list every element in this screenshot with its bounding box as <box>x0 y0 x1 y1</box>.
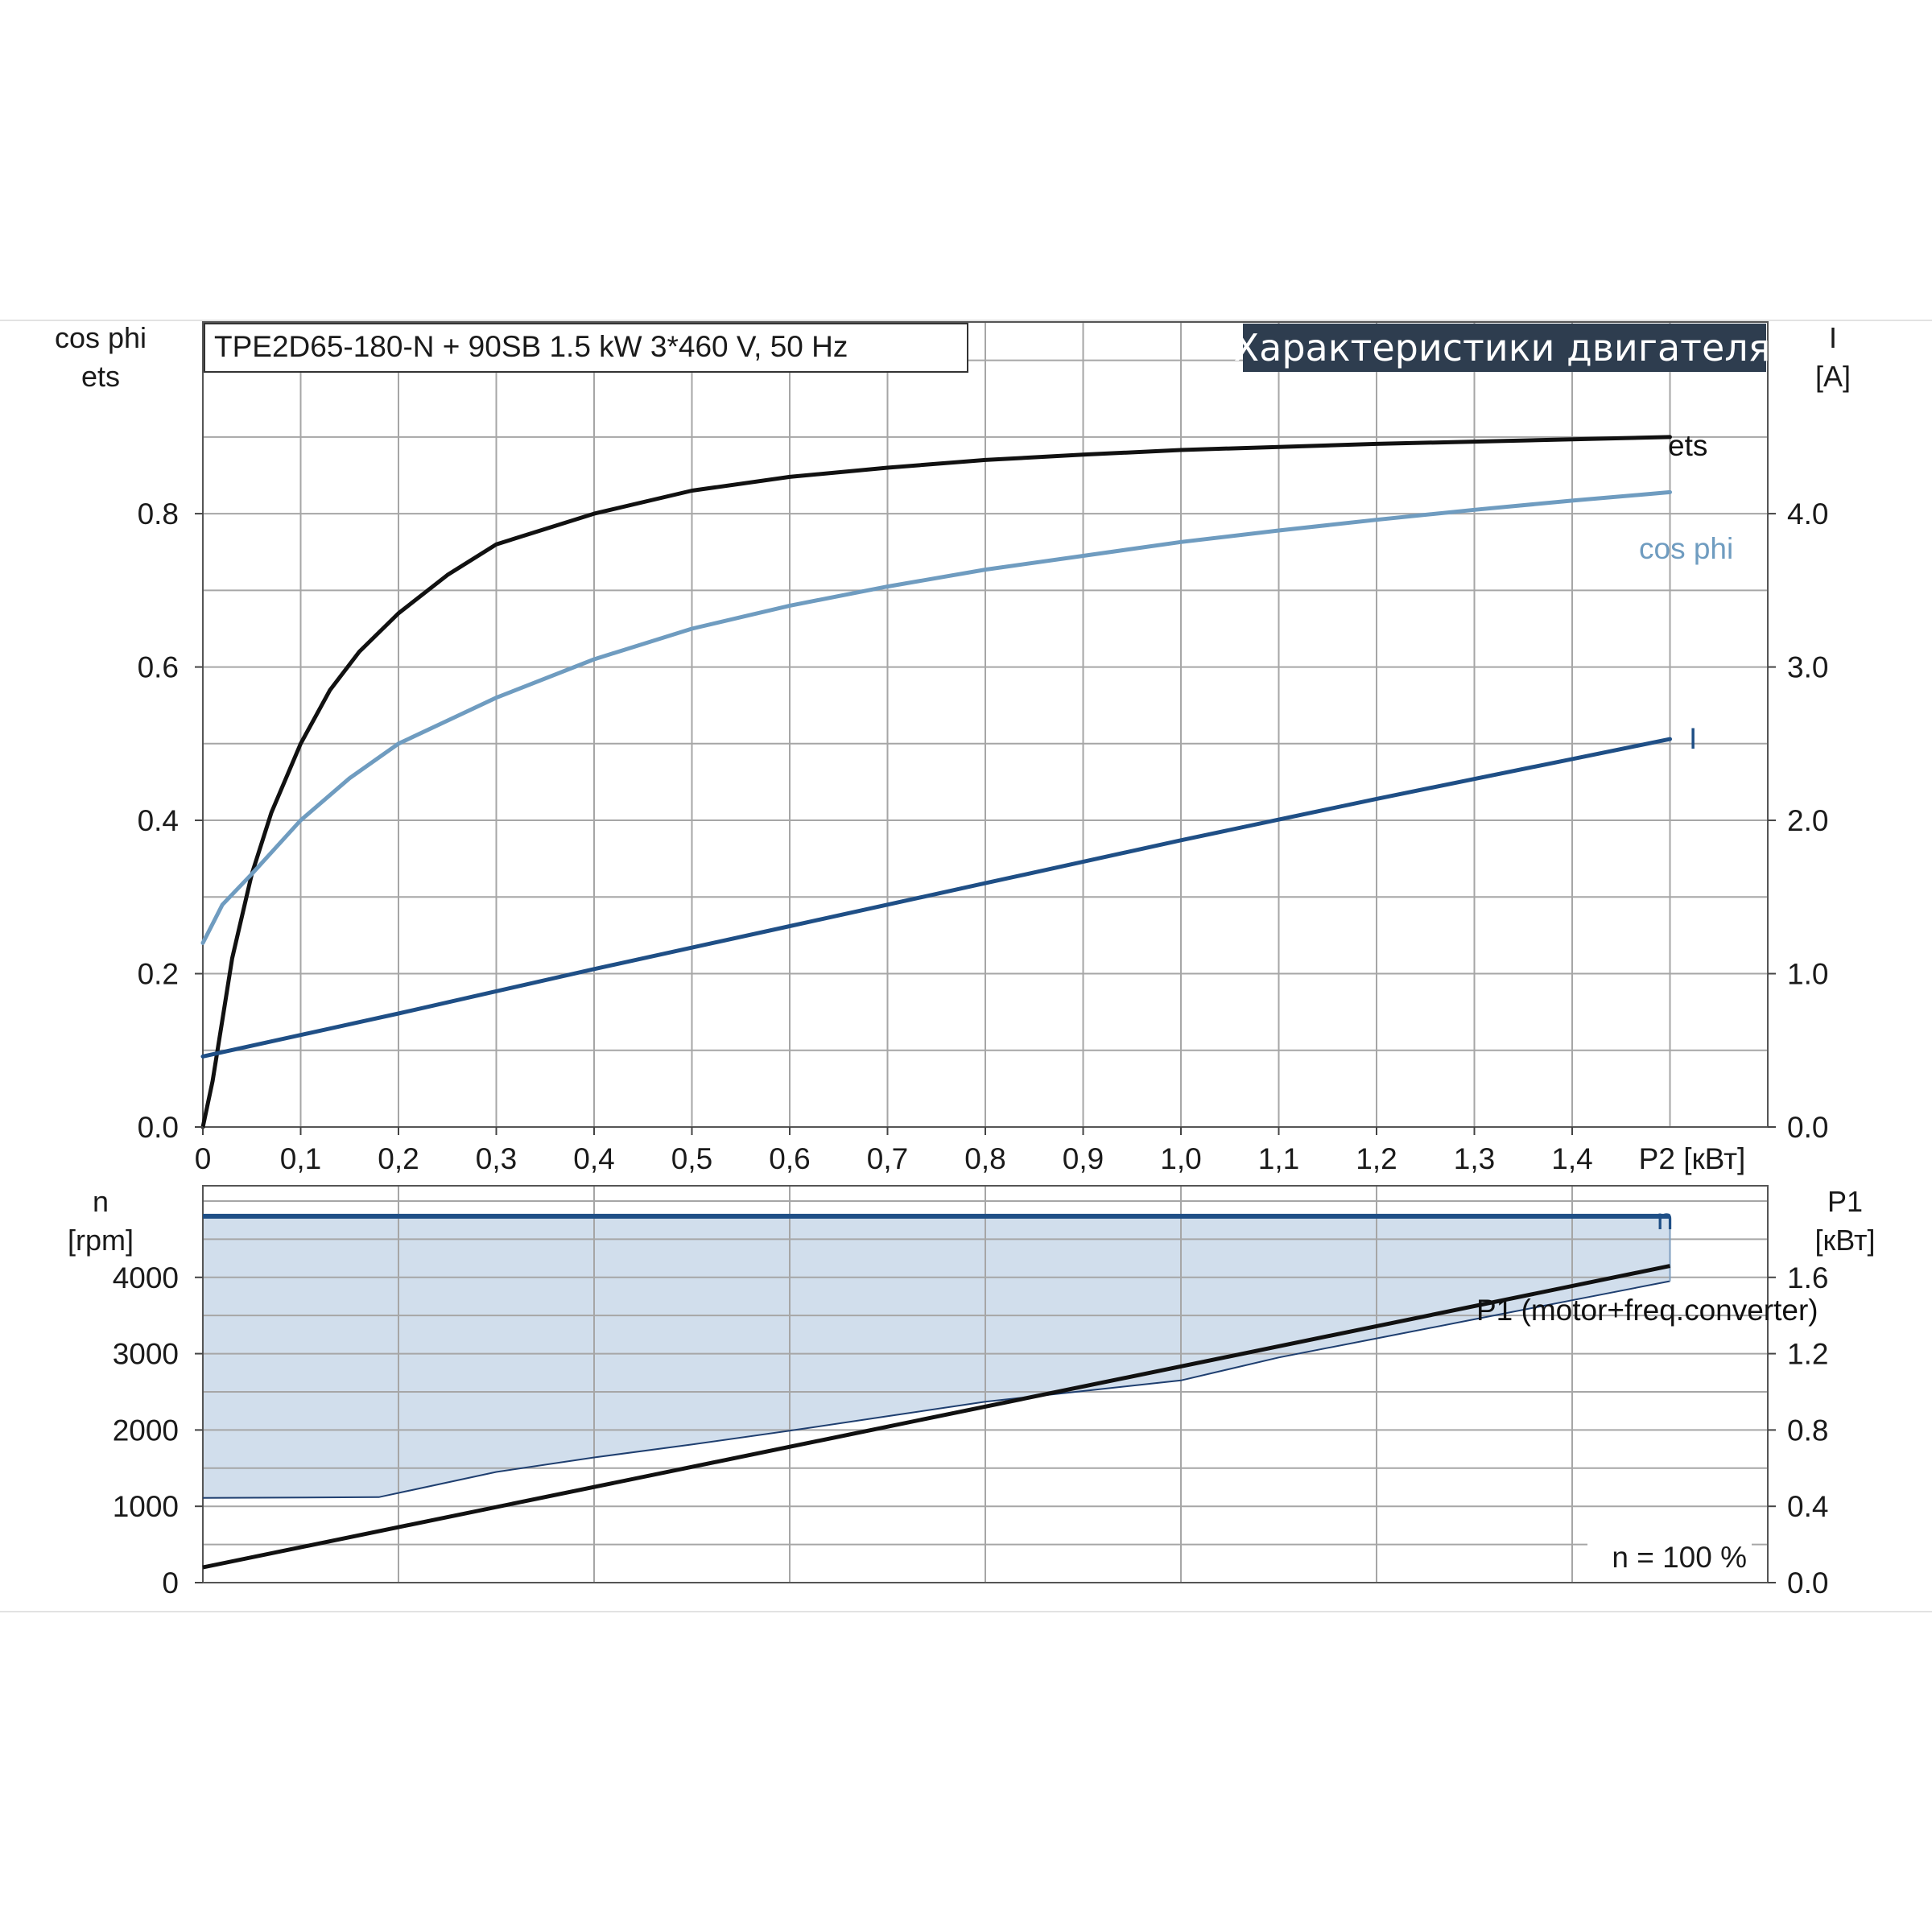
bottom-chart-series <box>202 1213 1671 1570</box>
left-tick-label: 0.2 <box>138 958 179 991</box>
x-axis-label: P2 [кВт] <box>1639 1142 1746 1175</box>
series-label-cos-phi: cos phi <box>1639 532 1733 565</box>
bottom-left-tick-labels: 0 1000 2000 3000 4000 <box>113 1261 203 1600</box>
x-tick-label: 0,2 <box>378 1142 419 1175</box>
series-label-speed: n <box>1657 1203 1674 1236</box>
bottom-left-tick-label: 1000 <box>113 1490 179 1523</box>
x-tick-label: 0,4 <box>573 1142 614 1175</box>
right-tick-label: 0.0 <box>1787 1111 1828 1144</box>
chart-subtitle: TPE2D65-180-N + 90SB 1.5 kW 3*460 V, 50 … <box>214 330 848 363</box>
top-right-axis-label-1: I <box>1829 321 1837 354</box>
x-tick-label: 1,2 <box>1356 1142 1397 1175</box>
top-left-axis-label-2: ets <box>81 360 120 393</box>
bottom-right-tick-label: 1.6 <box>1787 1261 1828 1294</box>
speed-range-fill <box>203 1216 1670 1498</box>
series-line-p1 <box>202 1264 1671 1570</box>
bottom-left-tick-label: 2000 <box>113 1414 179 1447</box>
bottom-left-tick-label: 3000 <box>113 1338 179 1371</box>
x-tick-label: 1,0 <box>1160 1142 1201 1175</box>
bottom-plot-frame <box>202 1185 1769 1583</box>
top-chart-grid <box>203 322 1768 1127</box>
series-label-p1: P1 (motor+freq.converter) <box>1476 1294 1818 1327</box>
left-tick-label: 0.4 <box>138 804 179 837</box>
bottom-right-tick-label: 0.4 <box>1787 1490 1828 1523</box>
x-tick-label: 0,9 <box>1063 1142 1104 1175</box>
bottom-right-tick-label: 0.0 <box>1787 1567 1828 1600</box>
x-tick-label: 0,6 <box>769 1142 810 1175</box>
series-label-current: I <box>1689 722 1697 755</box>
annotation-box <box>1587 1536 1752 1576</box>
bottom-left-axis-label-1: n <box>93 1185 109 1218</box>
left-tick-label: 0.0 <box>138 1111 179 1144</box>
top-right-tick-labels: 0.0 1.0 2.0 3.0 4.0 <box>1768 497 1828 1144</box>
bottom-left-axis-label-2: [rpm] <box>68 1224 134 1257</box>
bottom-left-tick-label: 0 <box>162 1567 179 1600</box>
x-tick-label: 1,3 <box>1454 1142 1495 1175</box>
x-tick-label: 0,1 <box>280 1142 321 1175</box>
bottom-right-axis-label-1: P1 <box>1827 1185 1863 1218</box>
x-tick-label: 0,3 <box>476 1142 517 1175</box>
x-tick-label: 0,5 <box>671 1142 712 1175</box>
series-line-ets <box>200 435 1672 1129</box>
left-tick-label: 0.6 <box>138 651 179 684</box>
x-tick-label: 0,7 <box>867 1142 908 1175</box>
x-tick-label: 1,4 <box>1551 1142 1592 1175</box>
top-left-axis-label-1: cos phi <box>55 321 147 354</box>
left-tick-label: 0.8 <box>138 497 179 530</box>
speed-range-area <box>203 1216 1670 1498</box>
series-line-i <box>200 737 1672 1059</box>
subtitle-box <box>204 323 968 373</box>
chart-banner: Характеристики двигателя <box>1234 326 1771 369</box>
bottom-right-axis-label-2: [кВт] <box>1814 1224 1875 1257</box>
right-tick-label: 3.0 <box>1787 651 1828 684</box>
top-chart-series <box>200 435 1672 1129</box>
x-tick-label: 1,1 <box>1258 1142 1299 1175</box>
x-tick-label: 0 <box>195 1142 212 1175</box>
series-line-cos-phi <box>200 489 1672 945</box>
bottom-right-tick-label: 0.8 <box>1787 1414 1828 1447</box>
series-line-n-lower-bound <box>202 1280 1670 1499</box>
right-tick-label: 2.0 <box>1787 804 1828 837</box>
bottom-chart-grid <box>203 1186 1768 1583</box>
right-tick-label: 4.0 <box>1787 497 1828 530</box>
top-x-tick-labels: 0 0,1 0,2 0,3 0,4 0,5 0,6 0,7 0,8 0,9 1,0 1,1 1,2 1,3… <box>195 1127 1593 1175</box>
x-tick-label: 0,8 <box>964 1142 1005 1175</box>
series-label-ets: ets <box>1668 429 1707 462</box>
bottom-right-tick-label: 1.2 <box>1787 1338 1828 1371</box>
speed-percent-annotation: n = 100 % <box>1612 1541 1747 1574</box>
banner-box <box>1243 324 1766 372</box>
bottom-left-tick-label: 4000 <box>113 1261 179 1294</box>
bottom-right-tick-labels: 0.0 0.4 0.8 1.2 1.6 <box>1768 1261 1828 1600</box>
top-right-axis-label-2: [A] <box>1815 360 1851 393</box>
right-tick-label: 1.0 <box>1787 958 1828 991</box>
top-left-tick-labels: 0.0 0.2 0.4 0.6 0.8 <box>138 497 203 1144</box>
